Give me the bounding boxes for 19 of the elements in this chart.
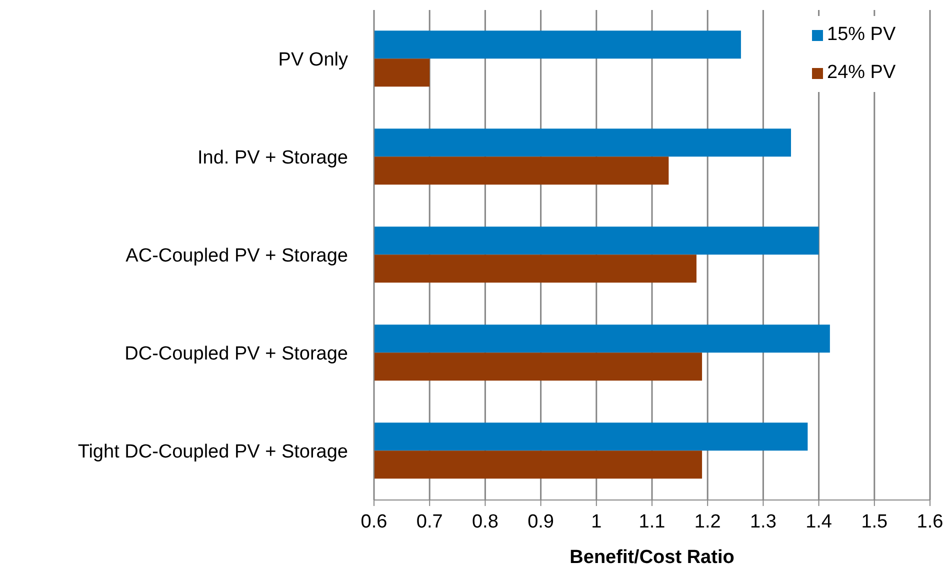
y-tick-label: PV Only xyxy=(278,50,348,71)
x-tick-label: 1 xyxy=(591,511,602,532)
x-tick-label: 1.3 xyxy=(750,511,776,532)
x-tick-label: 1.2 xyxy=(694,511,721,532)
y-tick-label: Tight DC-Coupled PV + Storage xyxy=(78,442,348,463)
x-tick-label: 1.1 xyxy=(638,511,666,532)
legend-label: 24% PV xyxy=(827,61,896,85)
y-tick-label: Ind. PV + Storage xyxy=(197,148,348,169)
x-tick-label: 1.4 xyxy=(806,511,832,532)
y-tick-label: DC-Coupled PV + Storage xyxy=(124,344,348,365)
x-tick-label: 0.7 xyxy=(416,511,443,532)
y-tick-label: AC-Coupled PV + Storage xyxy=(126,246,348,267)
x-tick-label: 0.8 xyxy=(472,511,498,532)
legend-label: 15% PV xyxy=(827,23,896,47)
x-tick-label: 1.6 xyxy=(916,511,944,532)
x-tick-label: 1.5 xyxy=(861,511,888,532)
x-tick-label: 0.6 xyxy=(360,511,388,532)
x-tick-label: 0.9 xyxy=(528,511,554,532)
x-axis-title: Benefit/Cost Ratio xyxy=(570,547,734,568)
